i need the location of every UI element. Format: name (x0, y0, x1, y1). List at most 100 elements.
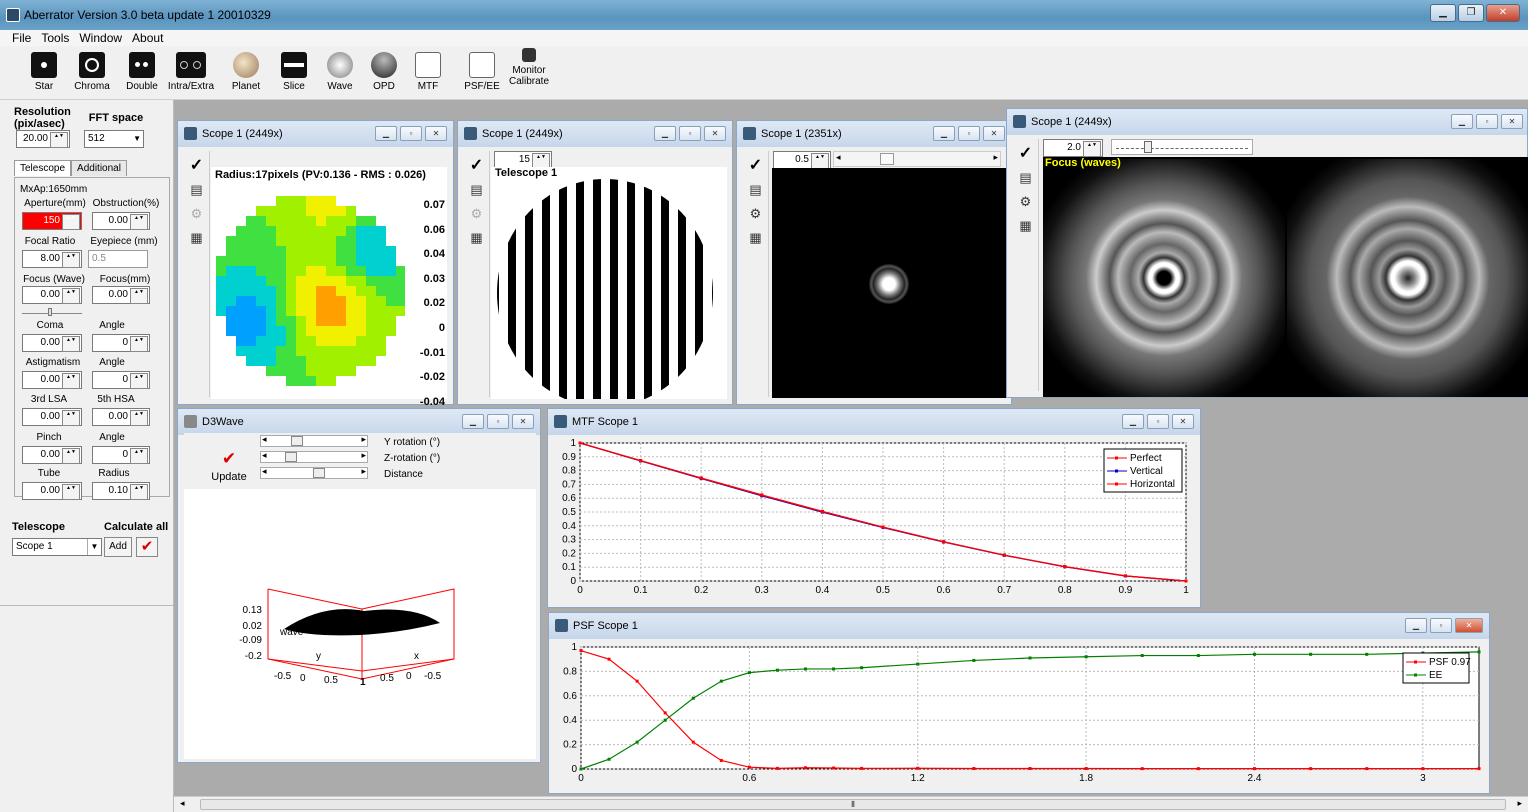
check-icon[interactable]: ✓ (748, 157, 763, 174)
minimize-button[interactable]: ▁ (1430, 4, 1456, 22)
close-button[interactable]: ✕ (425, 126, 447, 141)
chroma-button[interactable]: Chroma (72, 52, 112, 92)
copy-icon[interactable]: ▤ (1019, 170, 1032, 185)
rotation-sliders[interactable]: ◂ ▸ ◂ ▸ ◂ ▸ (260, 433, 370, 485)
close-button[interactable]: ✕ (704, 126, 726, 141)
minimize-button[interactable]: ▁ (933, 126, 955, 141)
tab-telescope[interactable]: Telescope (14, 160, 72, 176)
obstruction-spinner[interactable]: 0.00 (92, 212, 150, 230)
x-tick-label: 0.2 (694, 585, 708, 596)
intra-extra-button[interactable]: Intra/Extra (166, 52, 216, 92)
tube-spinner[interactable]: 0.00 (22, 482, 82, 500)
grid-icon[interactable]: ▦ (190, 230, 203, 245)
coma-spinner[interactable]: 0.00 (22, 334, 82, 352)
hsa-spinner[interactable]: 0.00 (92, 408, 150, 426)
minimize-button[interactable]: ▁ (1451, 114, 1473, 129)
resolution-spinner[interactable]: 20.00 (16, 130, 70, 148)
star-scrollbar[interactable]: ◂ ▸ (833, 151, 1001, 167)
scope-window-opd[interactable]: Scope 1 (2449x) ▁ ▫ ✕ ✓ ▤ ⚙ ▦ Radius:17pix… (177, 120, 454, 408)
astigmatism-angle-spinner[interactable]: 0 (92, 371, 150, 389)
aperture-spinner[interactable]: 150 (22, 212, 82, 230)
chart-legend: Perfect Vertical Horizontal (1103, 448, 1183, 493)
lsa-spinner[interactable]: 0.00 (22, 408, 82, 426)
pinch-angle-spinner[interactable]: 0 (92, 446, 150, 464)
focus-wave-spinner[interactable]: 0.00 (22, 286, 82, 304)
close-button[interactable]: ✕ (983, 126, 1005, 141)
close-button[interactable]: ✕ (1172, 414, 1194, 429)
copy-icon[interactable]: ▤ (749, 182, 762, 197)
grid-icon[interactable]: ▦ (749, 230, 762, 245)
focus-slider[interactable] (22, 308, 82, 316)
scope-window-focus[interactable]: Scope 1 (2449x) ▁▫✕ ✓ ▤ ⚙ ▦ 2.0 Focus (w… (1006, 108, 1528, 398)
check-icon[interactable]: ✓ (189, 157, 204, 174)
minimize-button[interactable]: ▁ (375, 126, 397, 141)
scroll-right-arrow[interactable]: ▸ (1517, 798, 1522, 808)
scope-window-interferogram[interactable]: Scope 1 (2449x) ▁▫✕ ✓ ▤ ⚙ ▦ 15 Telescope… (457, 120, 733, 405)
copy-icon[interactable]: ▤ (190, 182, 203, 197)
settings-icon[interactable]: ⚙ (190, 206, 203, 221)
grid-icon[interactable]: ▦ (1019, 218, 1032, 233)
menu-about[interactable]: About (132, 31, 164, 45)
minimize-button[interactable]: ▁ (654, 126, 676, 141)
maximize-button[interactable]: ▫ (679, 126, 701, 141)
close-button[interactable]: ✕ (1455, 618, 1483, 633)
close-button[interactable]: ✕ (1501, 114, 1523, 129)
maximize-button[interactable]: ▫ (1476, 114, 1498, 129)
wave-button[interactable]: Wave (318, 52, 362, 92)
psf-ee-button[interactable]: PSF/EE (464, 52, 500, 92)
mtf-window[interactable]: MTF Scope 1 ▁ ▫ ✕ 0 0.1 0.2 0.3 0.4 0.5 0.6 0.7 0.… (547, 408, 1201, 608)
menu-file[interactable]: File (12, 31, 32, 45)
slice-button[interactable]: Slice (278, 52, 310, 92)
mtf-button[interactable]: MTF (412, 52, 444, 92)
double-button[interactable]: Double (124, 52, 160, 92)
focus-slider[interactable] (1111, 139, 1253, 155)
minimize-button[interactable]: ▁ (1122, 414, 1144, 429)
planet-button[interactable]: Planet (226, 52, 266, 92)
focus-mm-spinner[interactable]: 0.00 (92, 286, 150, 304)
settings-icon[interactable]: ⚙ (749, 206, 762, 221)
scroll-left-arrow[interactable]: ◂ (180, 798, 185, 808)
focal-ratio-spinner[interactable]: 8.00 (22, 250, 82, 268)
monitor-calibrate-button[interactable]: Monitor Calibrate (506, 48, 552, 87)
horizontal-scrollbar[interactable]: ◂ ⦀ ▸ (174, 796, 1528, 812)
update-button[interactable]: Update (211, 471, 247, 483)
minimize-button[interactable]: ▁ (462, 414, 484, 429)
maximize-button[interactable]: ▫ (400, 126, 422, 141)
copy-icon[interactable]: ▤ (470, 182, 483, 197)
astigmatism-spinner[interactable]: 0.00 (22, 371, 82, 389)
psf-window[interactable]: PSF Scope 1 ▁ ▫ ✕ 0 0.2 0.4 0.6 0.8 1 0 0.6 1.2 1.8… (548, 612, 1490, 794)
close-button[interactable]: ✕ (512, 414, 534, 429)
grid-icon[interactable]: ▦ (470, 230, 483, 245)
scroll-thumb[interactable]: ⦀ (200, 799, 1506, 810)
minimize-button[interactable]: ▁ (1405, 618, 1427, 633)
star-zoom-spinner[interactable]: 0.5 (773, 151, 831, 169)
tab-additional[interactable]: Additional (71, 160, 127, 176)
star-button[interactable]: Star (28, 52, 60, 92)
add-button[interactable]: Add (104, 537, 132, 557)
settings-icon[interactable]: ⚙ (470, 206, 483, 221)
calculate-all-button[interactable]: ✔ (136, 537, 158, 557)
menu-tools[interactable]: Tools (41, 31, 70, 45)
fft-select[interactable]: 512 ▼ (84, 130, 144, 148)
maximize-button[interactable]: ▫ (487, 414, 509, 429)
close-button[interactable]: ✕ (1486, 4, 1520, 22)
pinch-spinner[interactable]: 0.00 (22, 446, 82, 464)
d3wave-window[interactable]: D3Wave ▁ ▫ ✕ ✔ Update ◂ ▸ ◂ ▸ ◂ ▸ Y rotation … (177, 408, 541, 763)
data-point (719, 758, 723, 762)
focus-spinner[interactable]: 2.0 (1043, 139, 1103, 157)
scope-window-star[interactable]: Scope 1 (2351x) ▁▫✕ ✓ ▤ ⚙ ▦ 0.5 ◂ ▸ (736, 120, 1012, 405)
opd-button[interactable]: OPD (368, 52, 400, 92)
maximize-button[interactable]: ▫ (958, 126, 980, 141)
check-icon[interactable]: ✓ (469, 157, 484, 174)
radius-spinner[interactable]: 0.10 (92, 482, 150, 500)
coma-angle-spinner[interactable]: 0 (92, 334, 150, 352)
eyepiece-field[interactable]: 0.5 (88, 250, 148, 268)
menu-window[interactable]: Window (79, 31, 123, 45)
maximize-button[interactable]: ▫ (1430, 618, 1452, 633)
maximize-button[interactable]: ❐ (1458, 4, 1484, 22)
maximize-button[interactable]: ▫ (1147, 414, 1169, 429)
update-check-icon[interactable]: ✔ (221, 449, 237, 468)
check-icon[interactable]: ✓ (1018, 145, 1033, 162)
settings-icon[interactable]: ⚙ (1019, 194, 1032, 209)
telescope-select[interactable]: Scope 1 ▼ (12, 538, 102, 556)
